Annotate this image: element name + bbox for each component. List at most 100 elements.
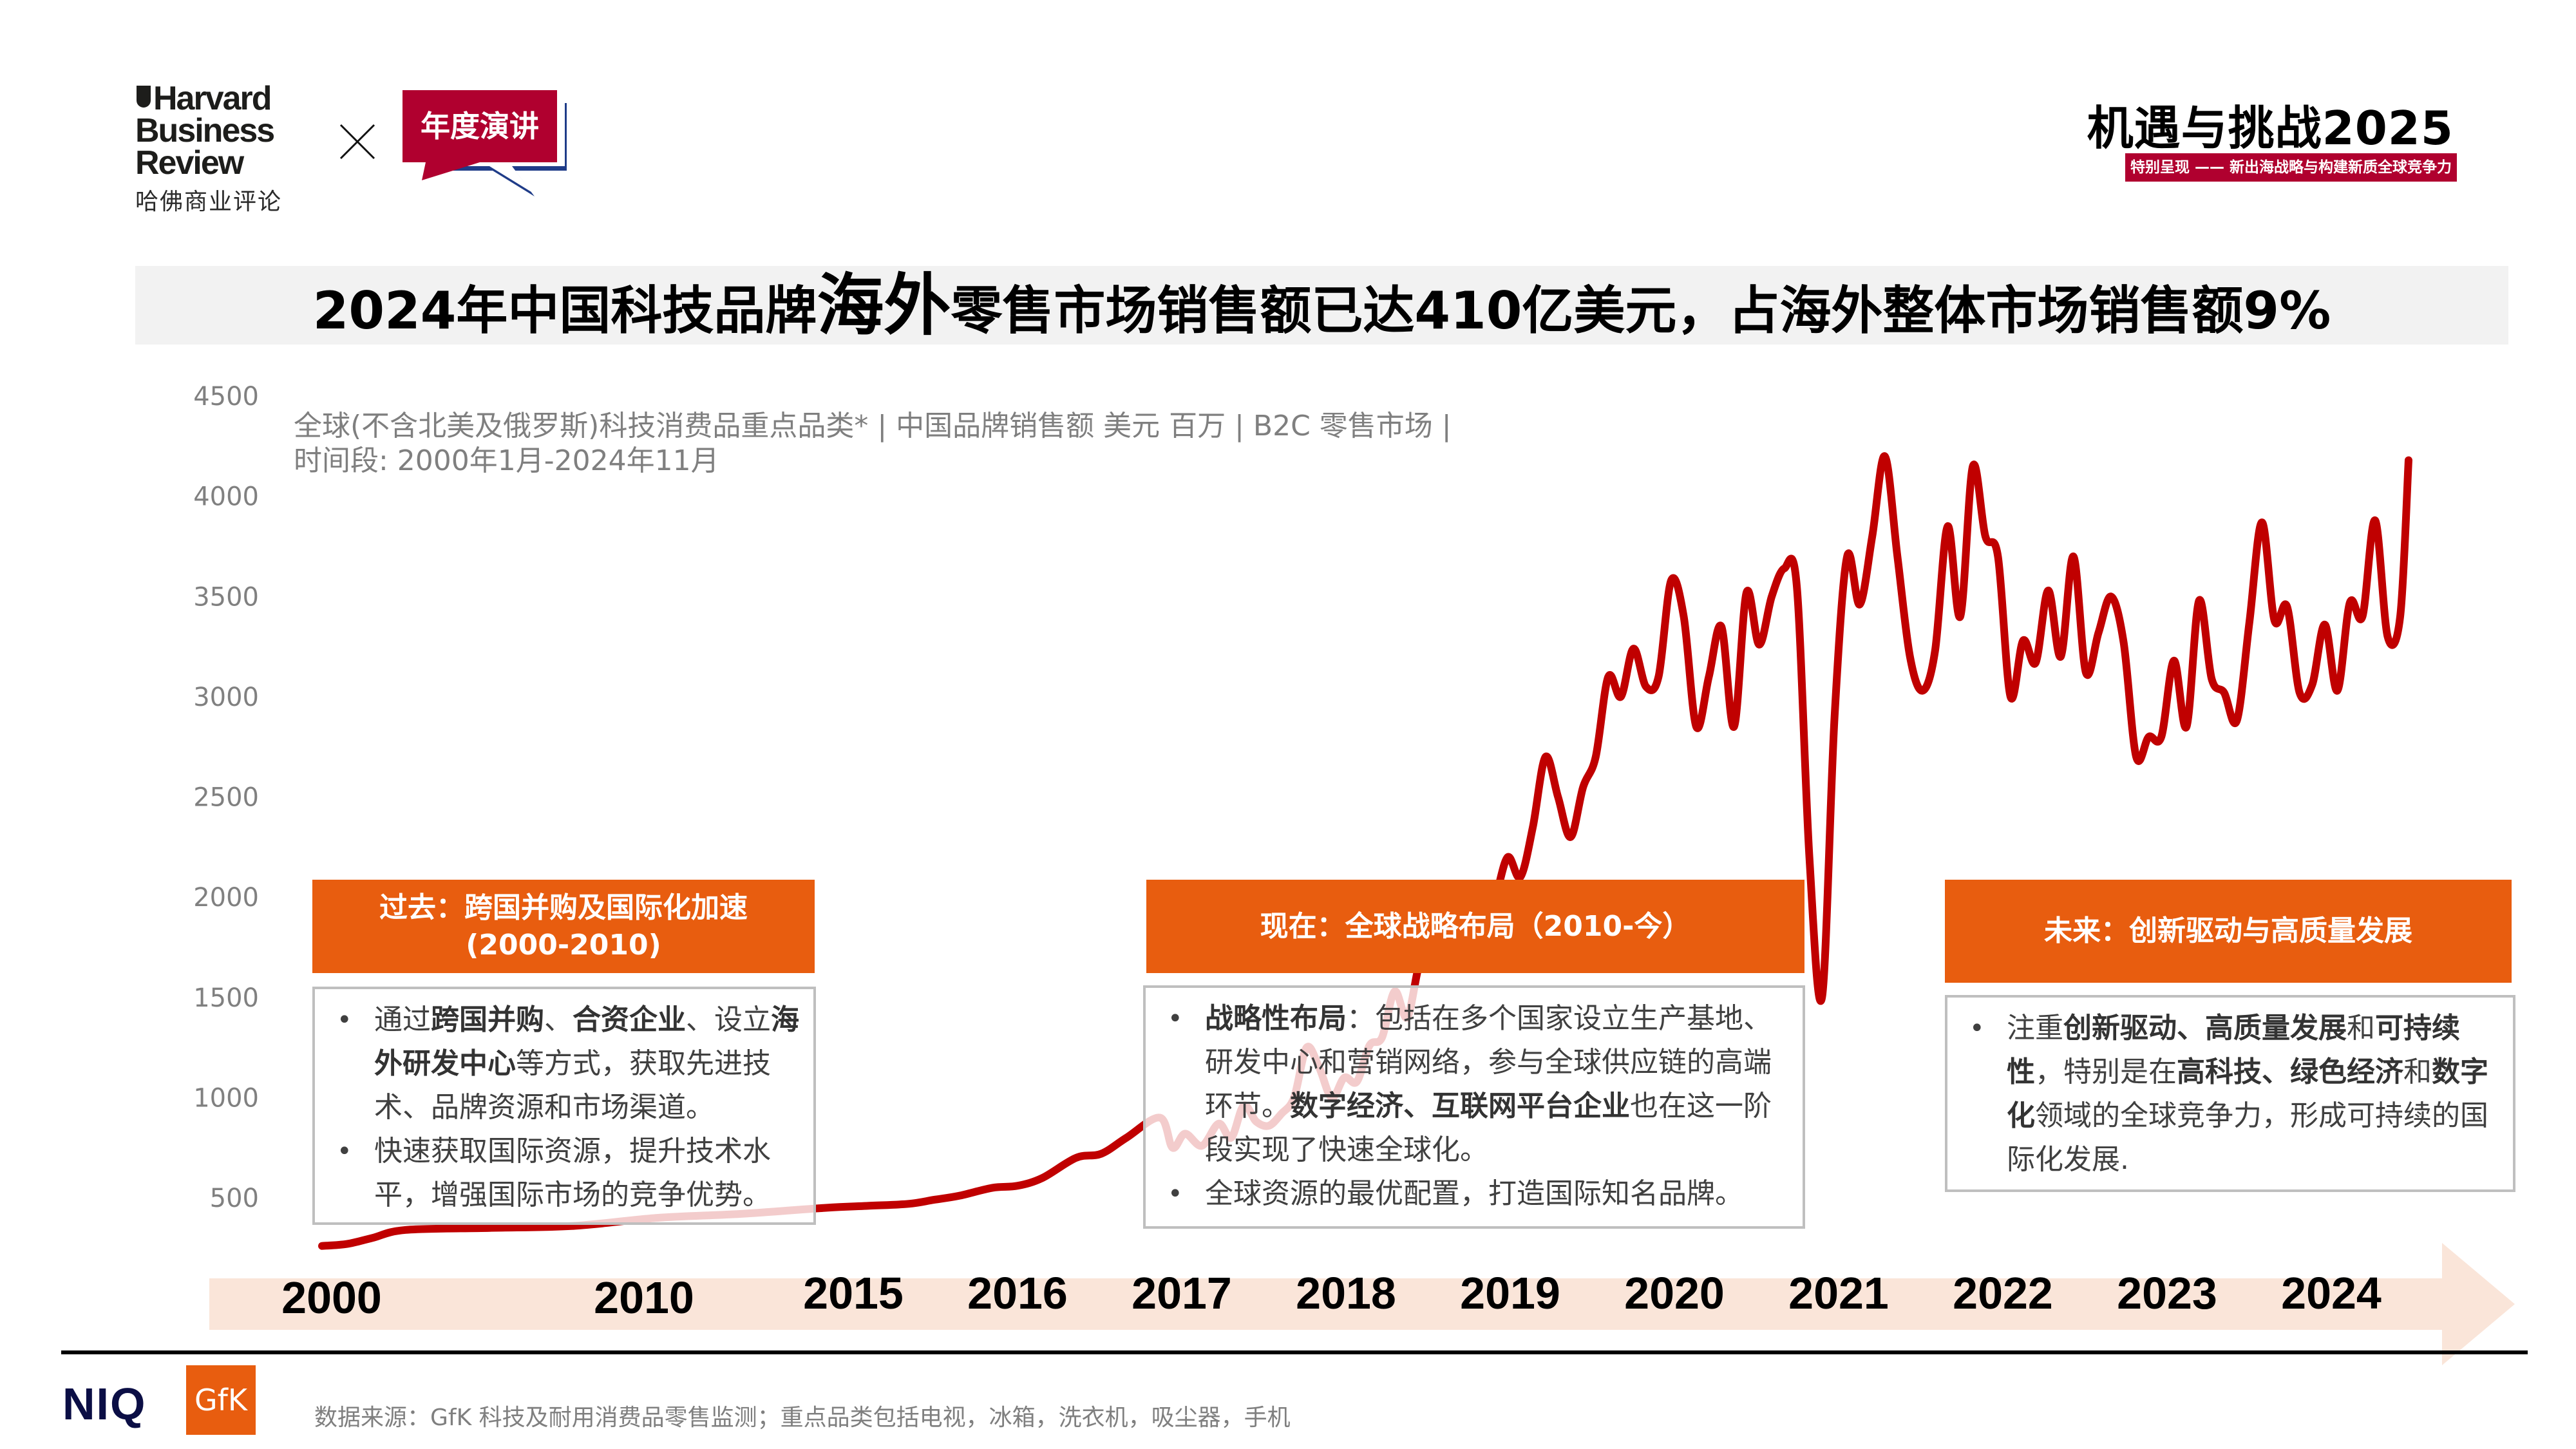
data-point — [1629, 645, 1637, 652]
data-point — [1529, 823, 1537, 831]
data-point — [2157, 733, 2165, 741]
speech-bubble-icon — [402, 90, 567, 196]
data-point — [1667, 576, 1675, 584]
bold-phrase: 合资企业 — [573, 1003, 686, 1036]
data-point — [821, 1204, 829, 1212]
timeline-year-label: 2023 — [2117, 1268, 2217, 1318]
data-point — [2221, 689, 2228, 697]
data-point — [863, 1202, 871, 1210]
data-point — [1592, 753, 1600, 761]
data-point — [2308, 681, 2316, 688]
callout-present-heading: 现在：全球战略布局（2010-今） — [1146, 880, 1804, 973]
text-run: 和 — [2347, 1012, 2375, 1045]
text-run: ，特别是在 — [2035, 1056, 2177, 1088]
data-point — [2195, 597, 2203, 605]
data-point — [1014, 1182, 1021, 1189]
gfk-logo: GfK — [186, 1365, 256, 1435]
timeline-year-label: 2022 — [1953, 1268, 2053, 1318]
callout-bullet: 注重创新驱动、高质量发展和可持续性，特别是在高科技、绿色经济和数字化领域的全球竞… — [1969, 1007, 2500, 1182]
text-run: 注重 — [2007, 1012, 2063, 1045]
data-point — [1072, 1154, 1080, 1162]
data-source: 数据来源：GfK 科技及耐用消费品零售监测；重点品类包括电视，冰箱，洗衣机，吸尘… — [314, 1405, 1291, 1431]
data-point — [2283, 603, 2291, 611]
data-point — [1831, 713, 1839, 721]
data-point — [1781, 565, 1788, 573]
callout-heading-line: 过去：跨国并购及国际化加速 — [379, 891, 748, 924]
bold-phrase: 战略性布局 — [1205, 1002, 1347, 1035]
data-point — [1956, 612, 1964, 620]
data-point — [1918, 687, 1926, 695]
callout-future-heading: 未来：创新驱动与高质量发展 — [1945, 880, 2512, 983]
data-point — [1718, 623, 1725, 630]
data-point — [1756, 641, 1763, 649]
data-point — [1554, 793, 1562, 801]
data-point — [1806, 853, 1814, 861]
data-point — [2132, 753, 2140, 761]
data-point — [2371, 516, 2379, 524]
data-point — [930, 1196, 938, 1204]
hbr-logo-line: Review — [135, 144, 244, 182]
data-point — [2233, 717, 2240, 724]
speech-label: 年度演讲 — [421, 109, 539, 144]
data-point — [1705, 673, 1713, 681]
callout-bullet: 战略性布局：包括在多个国家设立生产基地、研发中心和营销网络，参与全球供应链的高端… — [1168, 997, 1790, 1172]
data-point — [989, 1184, 996, 1191]
timeline-year-label: 2024 — [2281, 1268, 2382, 1318]
data-point — [1793, 583, 1801, 591]
y-tick-label: 3000 — [193, 683, 259, 712]
text-run: ：包括在多个国家设立生产基地、研发中心和营销网络，参与全球供应链的高端环节。 — [1205, 1002, 1772, 1122]
data-point — [2170, 657, 2178, 665]
data-point — [1654, 673, 1662, 681]
data-point — [318, 1242, 326, 1250]
data-point — [2333, 687, 2341, 695]
data-point — [1692, 723, 1700, 731]
y-axis: 4500 4000 3500 3000 2500 2000 1500 1000 500 — [193, 382, 259, 1213]
data-point — [1843, 553, 1851, 560]
times-icon — [339, 124, 375, 160]
bold-phrase: 海外研发中心 — [374, 1003, 799, 1080]
data-point — [2183, 723, 2190, 731]
y-tick-label: 3500 — [193, 582, 259, 612]
data-point — [2107, 592, 2115, 600]
chart-subtitle-line: 时间段: 2000年1月-2024年11月 — [294, 444, 719, 477]
data-point — [2145, 733, 2153, 741]
hbr-logo-line: Business — [135, 112, 275, 149]
data-point — [2070, 553, 2078, 560]
data-point — [1642, 683, 1650, 690]
callout-past-body: 通过跨国并购、合资企业、设立海外研发中心等方式，获取先进技术、品牌资源和市场渠道… — [312, 987, 816, 1225]
y-tick-label: 1500 — [193, 983, 259, 1013]
y-tick-label: 4500 — [193, 382, 259, 412]
data-point — [402, 1226, 410, 1234]
callout-heading-line: 现在：全球战略布局（2010-今） — [1260, 909, 1691, 943]
bold-phrase: 数字经济、互联网平台企业 — [1290, 1090, 1630, 1122]
callout-heading-line: (2000-2010) — [466, 928, 661, 961]
data-point — [2358, 612, 2366, 620]
data-point — [2019, 637, 2027, 645]
timeline-arrow-shape — [209, 1243, 2515, 1365]
title-part1: 2024年中国科技品牌 — [312, 281, 817, 341]
timeline-year-label: 2018 — [1296, 1268, 1396, 1318]
data-point — [2396, 612, 2404, 620]
data-point — [2246, 619, 2253, 627]
data-point — [905, 1200, 913, 1208]
data-point — [1617, 693, 1625, 701]
timeline-year-label: 2010 — [594, 1273, 694, 1323]
text-run: 通过 — [374, 1003, 431, 1036]
data-point — [1567, 833, 1575, 841]
data-point — [1097, 1150, 1105, 1158]
data-point — [2082, 669, 2090, 677]
text-run: 等方式，获取先进技术、品牌资源和市场渠道。 — [374, 1047, 771, 1124]
bold-phrase: 数字化 — [2007, 1056, 2488, 1132]
data-point — [1818, 994, 1826, 1001]
data-point — [1944, 522, 1951, 530]
y-tick-label: 4000 — [193, 482, 259, 512]
data-point — [2095, 629, 2103, 636]
data-point — [2384, 633, 2392, 641]
callout-bullet: 通过跨国并购、合资企业、设立海外研发中心等方式，获取先进技术、品牌资源和市场渠道… — [337, 998, 800, 1130]
text-run: 领域的全球竞争力，形成可持续的国际化发展. — [2007, 1099, 2488, 1176]
hbr-logo: Harvard Business Review 哈佛商业评论 — [135, 82, 322, 216]
data-point — [1893, 553, 1901, 560]
data-point — [2057, 653, 2065, 661]
data-point — [1743, 589, 1750, 596]
